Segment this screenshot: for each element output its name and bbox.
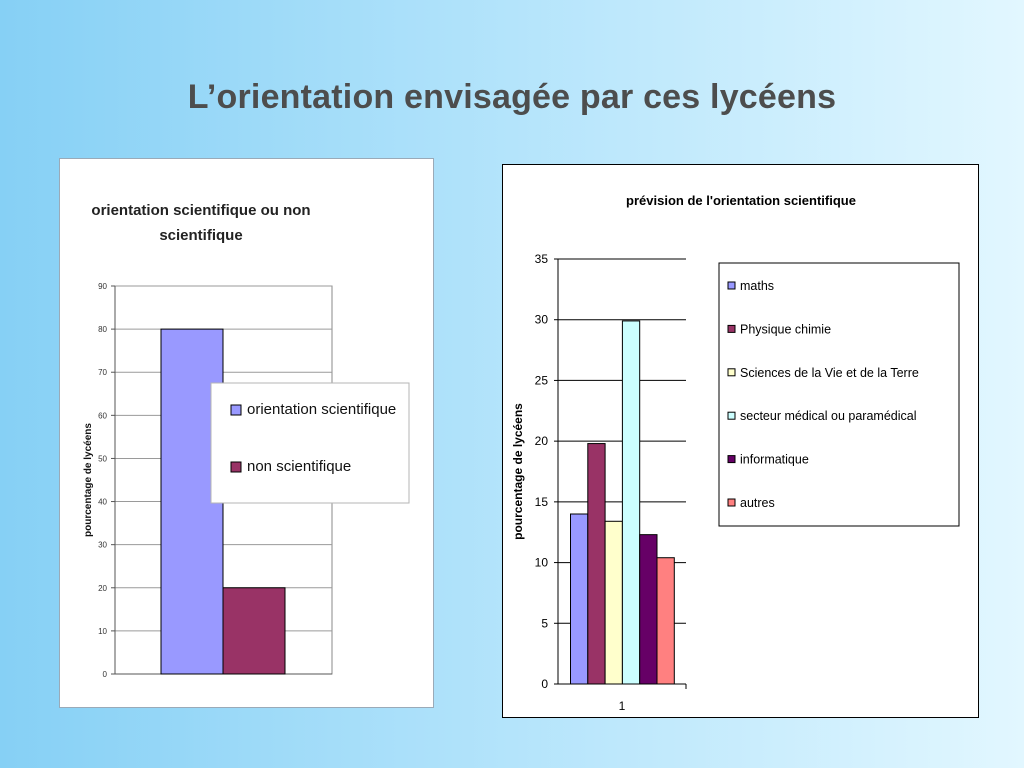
y-tick-label: 80 [98,325,107,334]
legend-label: informatique [740,453,809,467]
y-tick-label: 70 [98,368,107,377]
chart-title: prévision de l'orientation scientifique [626,193,856,208]
legend-label: secteur médical ou paramédical [740,409,916,423]
y-tick-label: 25 [535,373,549,387]
legend-label: orientation scientifique [247,401,396,418]
y-tick-label: 10 [535,556,549,570]
bar-sciences-de-la-vie-et-de-la-terre [604,520,623,685]
y-tick-label: 30 [535,313,549,327]
bar-physique-chimie [587,443,606,685]
y-tick-label: 0 [541,677,548,691]
chart-orientation-scientifique: orientation scientifique ou non scientifi… [83,202,410,679]
y-tick-label: 35 [535,252,549,266]
chart-prevision-orientation: prévision de l'orientation scientifique 0… [511,193,960,713]
x-tick-label: 1 [619,699,626,713]
y-tick-label: 60 [98,411,107,420]
y-tick-label: 10 [98,627,107,636]
y-tick-label: 0 [103,670,108,679]
y-tick-label: 40 [98,498,107,507]
legend-label: autres [740,496,775,510]
y-tick-label: 50 [98,454,107,463]
y-tick-label: 5 [541,616,548,630]
y-tick-label: 90 [98,282,107,291]
y-tick-label: 30 [98,541,107,550]
legend-swatch-sciences-de-la-vie-et-de-la-terre [727,368,736,377]
y-tick-label: 15 [535,495,549,509]
bar-maths [570,513,589,685]
bar-secteur-medical-ou-paramedical [621,320,641,685]
chart-title: scientifique [159,227,242,244]
legend-swatch-informatique [727,455,736,464]
bar-non-scientifique [222,587,286,675]
y-axis-label: pourcentage de lycéens [83,423,94,537]
legend-box [718,262,960,527]
bar-informatique [639,534,658,685]
legend-label: Physique chimie [740,322,831,336]
legend-swatch-orientation-scientifique [230,404,242,416]
legend-swatch-secteur-medical-ou-paramedical [727,411,736,420]
chart-panel-orientation: orientation scientifique ou non scientifi… [59,158,434,708]
slide-title: L’orientation envisagée par ces lycéens [187,78,837,116]
y-tick-label: 20 [535,434,549,448]
legend-label: Sciences de la Vie et de la Terre [740,366,919,380]
legend-swatch-physique-chimie [727,324,736,333]
legend-swatch-autres [727,498,736,507]
legend-label: non scientifique [247,458,351,475]
chart-panel-prevision: prévision de l'orientation scientifique 0… [502,164,979,718]
chart-title: orientation scientifique ou non [91,202,310,219]
legend-box [210,382,410,504]
legend-swatch-non-scientifique [230,461,242,473]
bar-autres [656,557,675,685]
y-tick-label: 20 [98,584,107,593]
y-axis-label: pourcentage de lycéens [511,403,525,540]
legend-label: maths [740,279,774,293]
legend-swatch-maths [727,281,736,290]
